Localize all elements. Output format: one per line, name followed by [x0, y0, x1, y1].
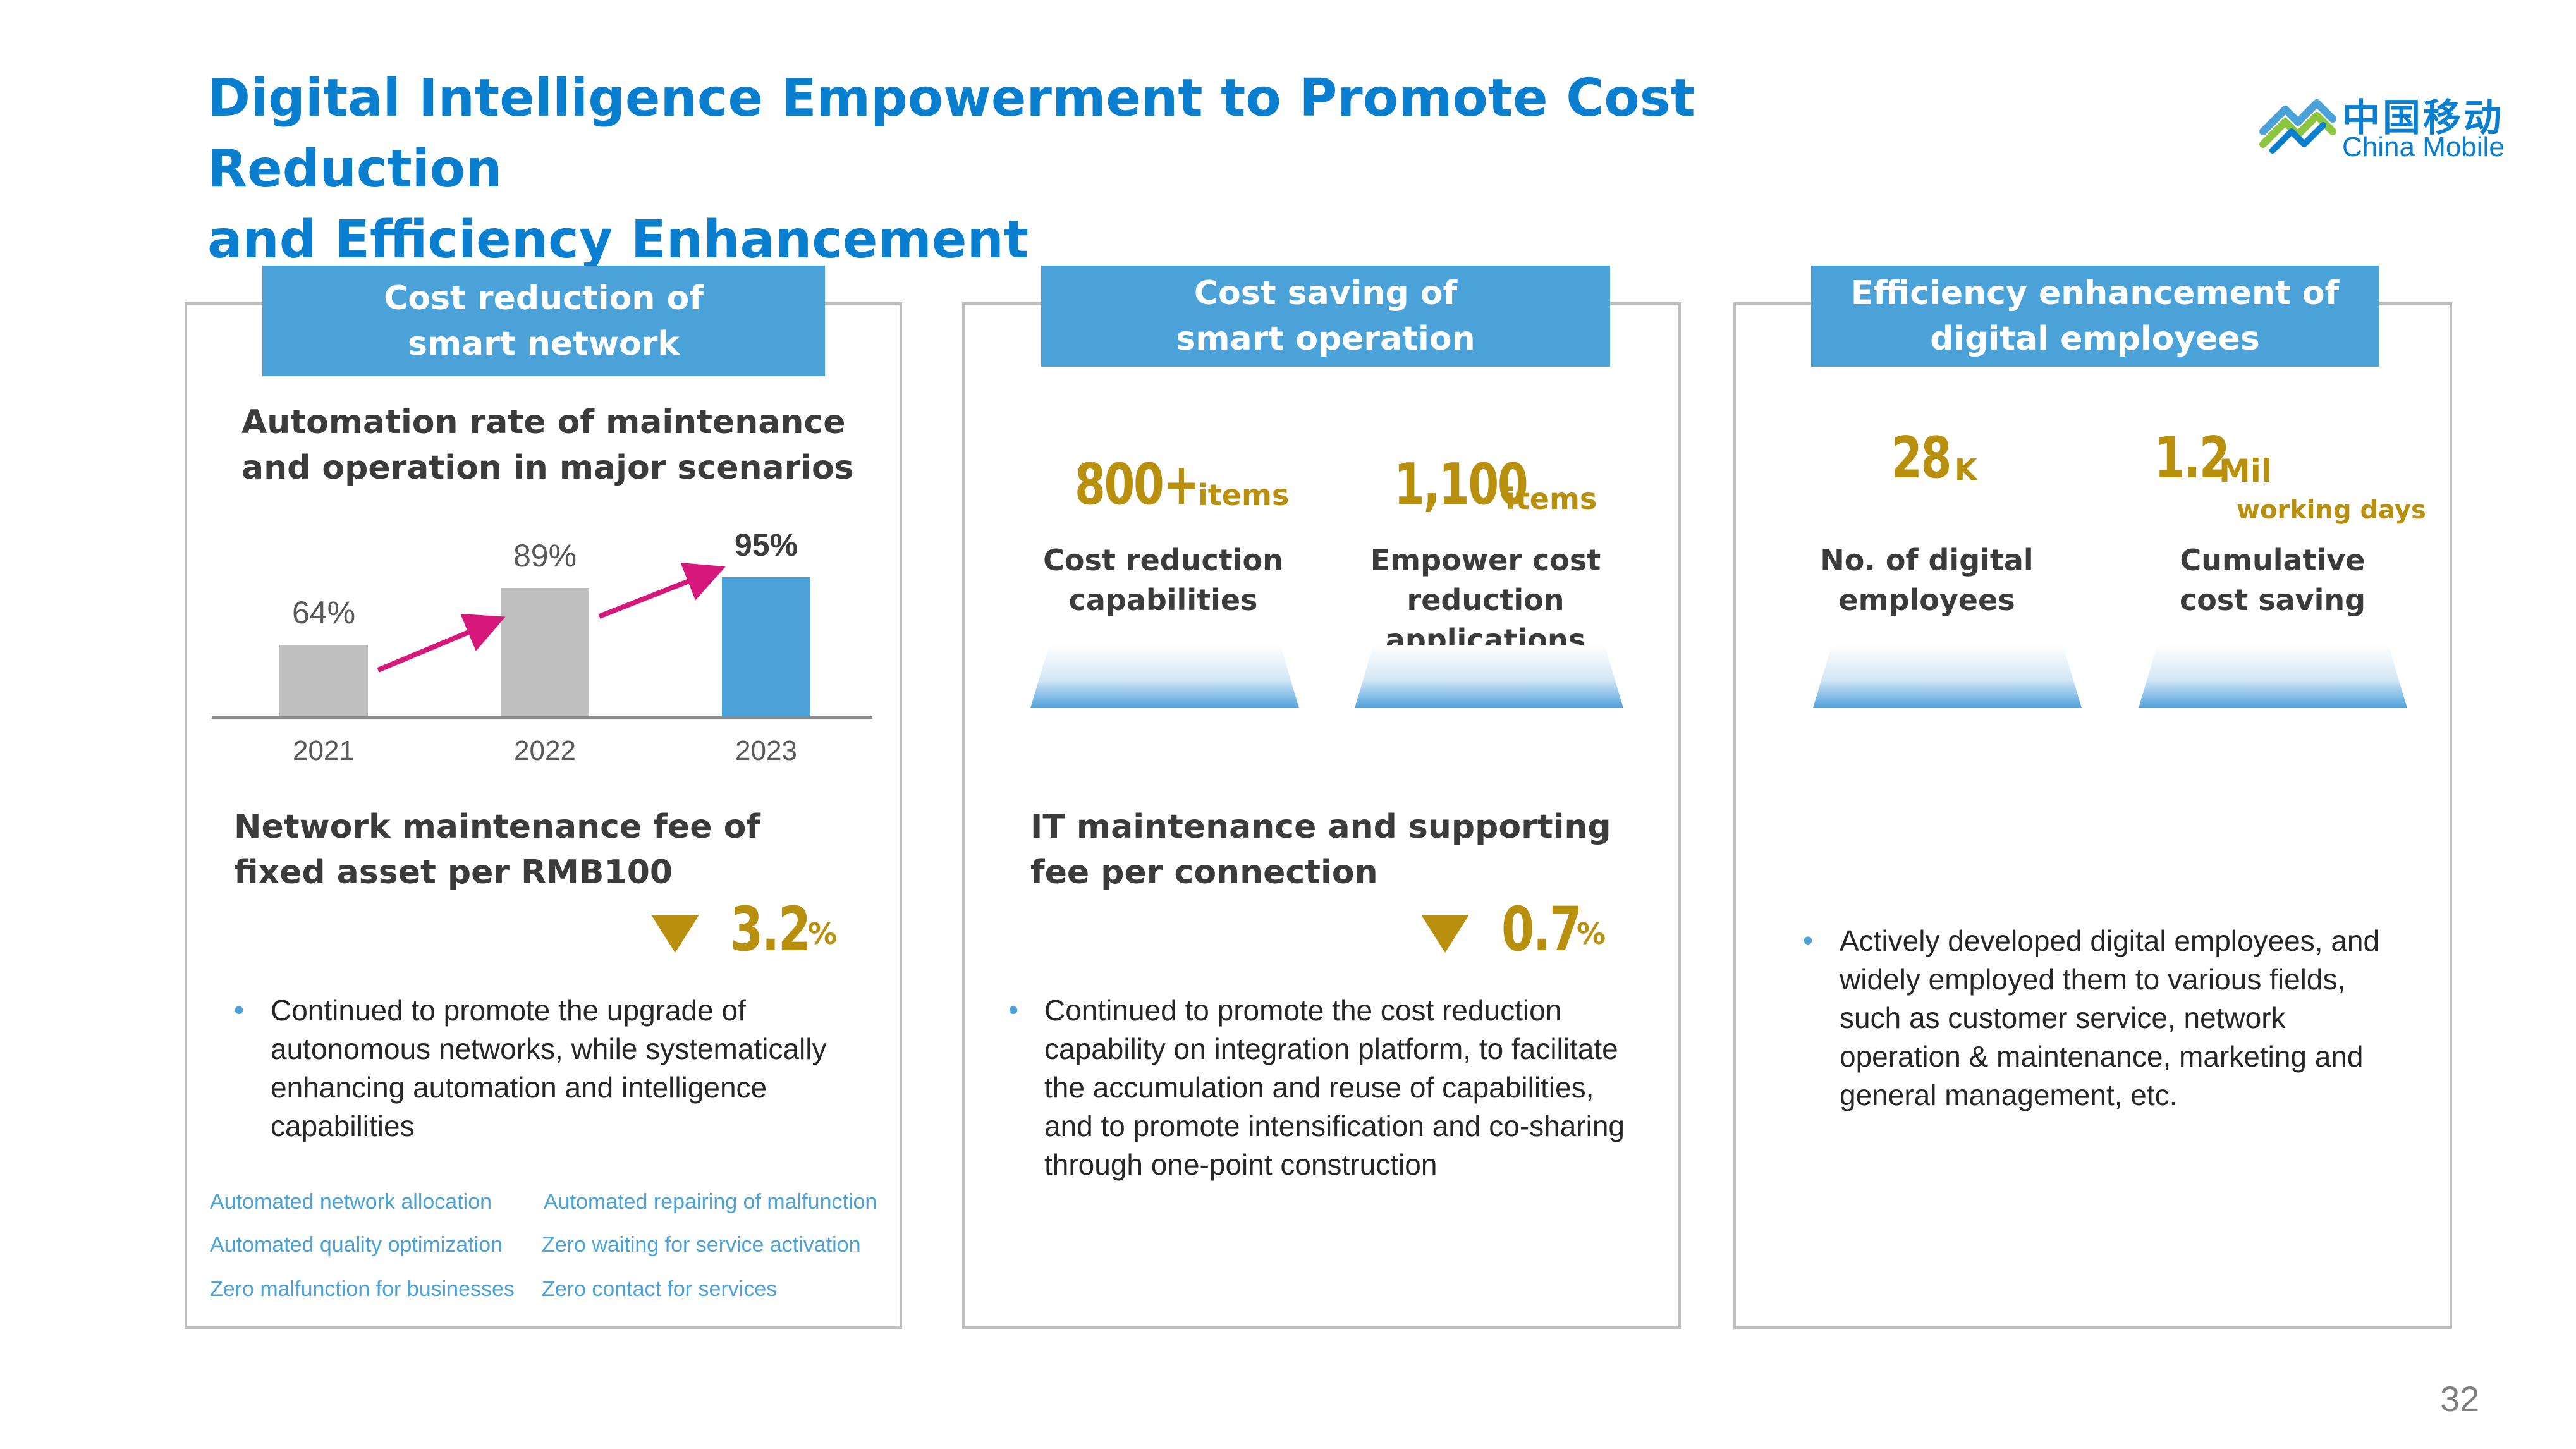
x-tick-label: 2021	[293, 735, 355, 766]
it-fee-heading-line1: IT maintenance and supporting	[1030, 808, 1611, 846]
stat-cost-saving-unit: Mil	[2219, 453, 2273, 489]
bar-2021	[279, 645, 368, 718]
stat-cost-saving-caption: Cumulative cost saving	[2159, 541, 2386, 620]
header-line2: smart network	[408, 324, 680, 363]
logo-chinese-text: 中国移动	[2342, 97, 2504, 139]
stat-empower-applications-value: 1,100	[1394, 451, 1529, 518]
panel2-bullet: Continued to promote the cost reduction …	[1044, 991, 1676, 1184]
caption-line: Cumulative	[2180, 543, 2365, 577]
bullet-line: widely employed them to various fields,	[1840, 963, 2346, 996]
pedestal-decoration	[1813, 645, 2082, 708]
bullet-line: capabilities	[271, 1110, 415, 1142]
network-fee-heading-line1: Network maintenance fee of	[234, 808, 760, 846]
it-fee-value: 0.7	[1501, 894, 1582, 965]
decrease-triangle-icon	[651, 915, 699, 953]
page-title: Digital Intelligence Empowerment to Prom…	[207, 63, 1914, 276]
network-fee-unit: %	[808, 917, 838, 951]
chart-heading: Automation rate of maintenance and opera…	[241, 400, 874, 491]
stat-cost-reduction-capabilities-value: 800+	[1075, 451, 1200, 518]
tag-zero-malfunction: Zero malfunction for businesses	[210, 1277, 515, 1301]
stat-digital-employees-unit: K	[1955, 453, 1977, 487]
bar-2022	[501, 588, 589, 718]
tag-zero-contact: Zero contact for services	[542, 1277, 778, 1301]
page-title-line2: and Efficiency Enhancement	[207, 210, 1029, 270]
bullet-icon: •	[234, 993, 245, 1026]
stat-digital-employees-caption: No. of digital employees	[1813, 541, 2041, 620]
bullet-line: capability on integration platform, to f…	[1044, 1032, 1618, 1065]
chart-heading-line2: and operation in major scenarios	[241, 449, 854, 487]
caption-line: reduction	[1407, 583, 1565, 617]
caption-line: No. of digital	[1820, 543, 2034, 577]
pedestal-decoration	[1030, 645, 1299, 708]
it-fee-heading: IT maintenance and supporting fee per co…	[1030, 804, 1663, 895]
pedestal-decoration	[2139, 645, 2407, 708]
stat-digital-employees-value: 28	[1891, 425, 1951, 491]
header-line1: Efficiency enhancement of	[1850, 274, 2340, 312]
caption-line: Empower cost	[1370, 543, 1601, 577]
bullet-line: operation & maintenance, marketing and	[1840, 1040, 2364, 1073]
tag-automated-repairing: Automated repairing of malfunction	[544, 1190, 877, 1214]
tag-automated-quality-optimization: Automated quality optimization	[210, 1233, 503, 1257]
automation-rate-bar-chart	[212, 562, 872, 719]
caption-line: Cost reduction	[1043, 543, 1283, 577]
header-line1: Cost saving of	[1193, 274, 1458, 312]
panel-smart-operation-header: Cost saving of smart operation	[1041, 266, 1610, 367]
stat-cost-saving-subunit: working days	[2237, 496, 2426, 525]
header-line1: Cost reduction of	[384, 279, 704, 317]
page-number: 32	[2440, 1379, 2480, 1419]
bullet-line: Continued to promote the cost reduction	[1044, 994, 1562, 1027]
decrease-triangle-icon	[1421, 915, 1469, 953]
bullet-line: Continued to promote the upgrade of	[271, 994, 746, 1027]
stat-empower-applications-caption: Empower cost reduction applications	[1353, 541, 1618, 660]
network-fee-heading-line2: fixed asset per RMB100	[234, 853, 673, 891]
tag-automated-network-allocation: Automated network allocation	[210, 1190, 492, 1214]
bullet-line: Actively developed digital employees, an…	[1840, 924, 2380, 957]
panel3-bullet: Actively developed digital employees, an…	[1840, 922, 2440, 1115]
network-fee-heading: Network maintenance fee of fixed asset p…	[234, 804, 866, 895]
it-fee-unit: %	[1577, 917, 1606, 951]
stat-cost-reduction-capabilities-caption: Cost reduction capabilities	[1030, 541, 1296, 620]
panel-smart-network-header: Cost reduction of smart network	[262, 266, 825, 376]
chart-heading-line1: Automation rate of maintenance	[241, 403, 846, 441]
bullet-icon: •	[1803, 924, 1814, 957]
header-line2: smart operation	[1176, 320, 1475, 358]
bullet-line: the accumulation and reuse of capabiliti…	[1044, 1071, 1594, 1104]
caption-line: employees	[1838, 583, 2015, 617]
bar-value-label: 95%	[734, 527, 798, 563]
caption-line: capabilities	[1068, 583, 1258, 617]
bullet-line: and to promote intensification and co-sh…	[1044, 1110, 1625, 1142]
bullet-line: enhancing automation and intelligence	[271, 1071, 767, 1104]
bullet-icon: •	[1008, 993, 1019, 1026]
network-fee-value: 3.2	[730, 894, 811, 965]
header-line2: digital employees	[1930, 320, 2260, 358]
x-tick-label: 2023	[735, 735, 797, 766]
page-title-line1: Digital Intelligence Empowerment to Prom…	[207, 68, 1695, 199]
x-tick-label: 2022	[514, 735, 576, 766]
panel-digital-employees-header: Efficiency enhancement of digital employ…	[1811, 266, 2379, 367]
bullet-line: autonomous networks, while systematicall…	[271, 1032, 827, 1065]
pedestal-decoration	[1355, 645, 1623, 708]
stat-empower-applications-unit: items	[1506, 482, 1597, 516]
stat-cost-reduction-capabilities-unit: items	[1198, 478, 1290, 512]
bullet-line: through one-point construction	[1044, 1148, 1438, 1181]
logo-english-text: China Mobile	[2342, 131, 2505, 162]
it-fee-heading-line2: fee per connection	[1030, 853, 1378, 891]
caption-line: cost saving	[2179, 583, 2366, 617]
panel-digital-employees	[1733, 302, 2452, 1329]
panel1-bullet: Continued to promote the upgrade of auto…	[271, 991, 877, 1146]
trend-arrow-1	[377, 613, 506, 673]
bar-value-label: 89%	[513, 538, 577, 573]
tag-zero-waiting: Zero waiting for service activation	[542, 1233, 861, 1257]
bar-2023	[722, 577, 810, 718]
stat-cost-saving-value: 1.2	[2154, 425, 2230, 491]
china-mobile-logo-icon	[2259, 99, 2336, 154]
trend-arrow-2	[598, 562, 726, 619]
bullet-line: general management, etc.	[1840, 1079, 2178, 1111]
bar-value-label: 64%	[291, 595, 356, 630]
bullet-line: such as customer service, network	[1840, 1001, 2286, 1034]
